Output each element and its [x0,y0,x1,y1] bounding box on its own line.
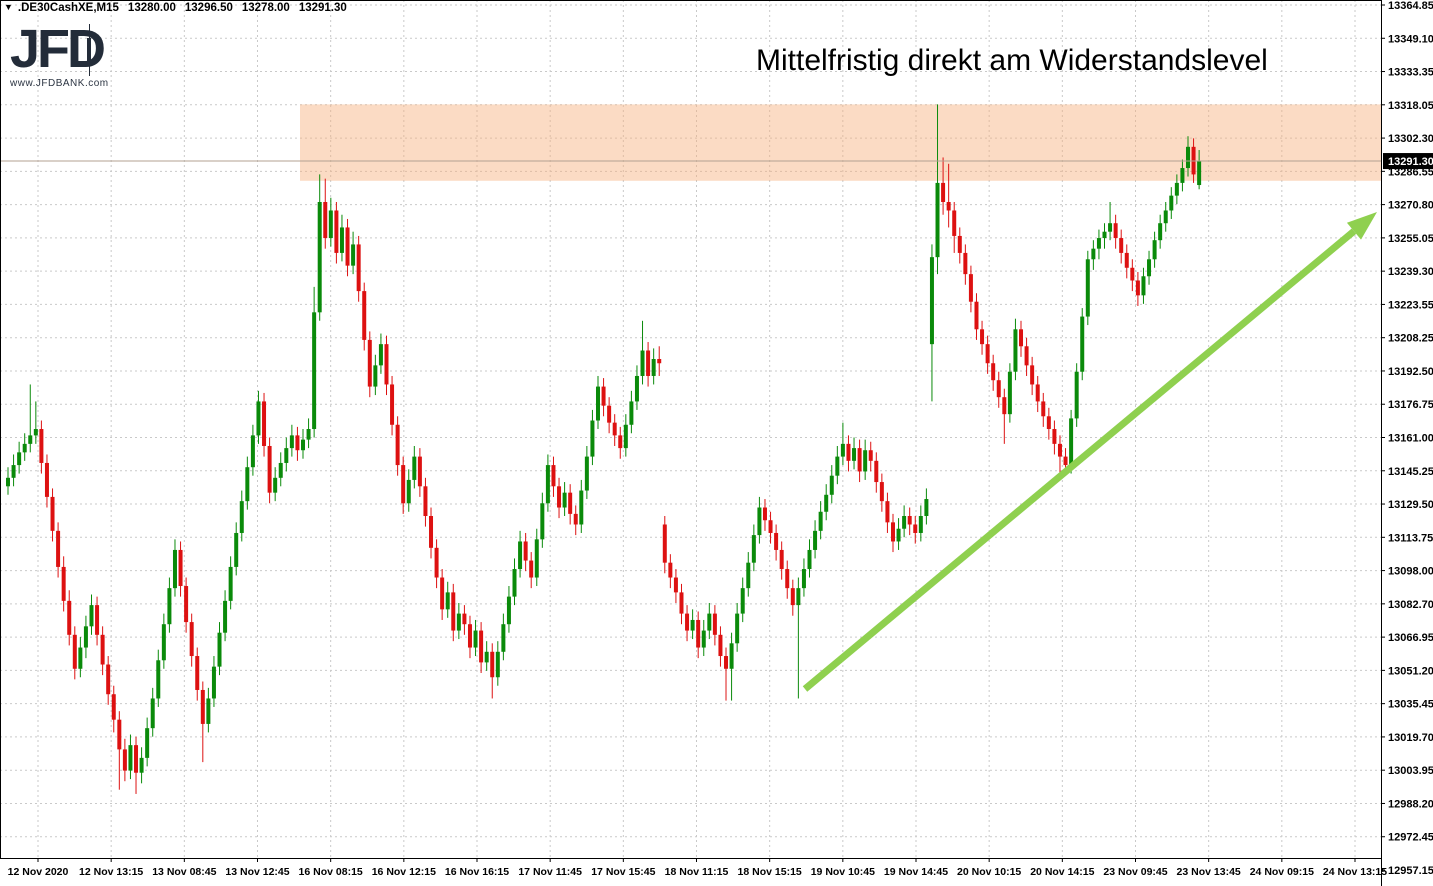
current-price-box: 13291.30 [1383,153,1433,170]
open-value: 13280.00 [127,2,176,14]
svg-text:17 Nov 15:45: 17 Nov 15:45 [591,866,655,878]
svg-text:13 Nov 08:45: 13 Nov 08:45 [152,866,216,878]
svg-text:13051.20: 13051.20 [1388,665,1433,677]
svg-text:13208.25: 13208.25 [1388,333,1433,345]
svg-text:13291.30: 13291.30 [1388,156,1433,168]
high-value: 13296.50 [184,2,233,14]
symbol-info-bar: ▼ .DE30CashXE,M15 13280.00 13296.50 13278.00… [4,2,347,14]
svg-text:13161.00: 13161.00 [1388,433,1433,445]
svg-text:13113.75: 13113.75 [1388,532,1433,544]
svg-text:13 Nov 12:45: 13 Nov 12:45 [225,866,289,878]
chart-annotation-title: Mittelfristig direkt am Widerstandslevel [756,44,1268,77]
svg-text:20 Nov 10:15: 20 Nov 10:15 [957,866,1021,878]
svg-text:13035.45: 13035.45 [1388,699,1433,711]
svg-text:13082.70: 13082.70 [1388,599,1433,611]
svg-text:13003.95: 13003.95 [1388,765,1433,777]
svg-text:12972.45: 12972.45 [1388,832,1433,844]
low-value: 13278.00 [241,2,290,14]
svg-text:13333.35: 13333.35 [1388,67,1433,79]
svg-text:16 Nov 16:15: 16 Nov 16:15 [445,866,509,878]
svg-text:18 Nov 11:15: 18 Nov 11:15 [665,866,729,878]
svg-text:13239.30: 13239.30 [1388,266,1433,278]
svg-text:13176.75: 13176.75 [1388,399,1433,411]
svg-text:13192.50: 13192.50 [1388,366,1433,378]
resistance-zone [300,104,1381,181]
svg-text:13270.80: 13270.80 [1388,200,1433,212]
collapse-indicator-icon[interactable]: ▼ [4,2,13,12]
svg-text:13098.00: 13098.00 [1388,566,1433,578]
svg-text:19 Nov 10:45: 19 Nov 10:45 [811,866,875,878]
svg-text:13302.30: 13302.30 [1388,133,1433,145]
svg-text:12 Nov 13:15: 12 Nov 13:15 [79,866,143,878]
svg-text:19 Nov 14:45: 19 Nov 14:45 [884,866,948,878]
svg-text:16 Nov 12:15: 16 Nov 12:15 [372,866,436,878]
svg-text:12 Nov 2020: 12 Nov 2020 [8,866,69,878]
svg-text:20 Nov 14:15: 20 Nov 14:15 [1030,866,1094,878]
svg-text:12957.15: 12957.15 [1388,865,1433,877]
svg-text:13066.95: 13066.95 [1388,632,1433,644]
svg-text:24 Nov 09:15: 24 Nov 09:15 [1250,866,1314,878]
svg-text:13255.05: 13255.05 [1388,233,1433,245]
svg-text:13145.25: 13145.25 [1388,466,1433,478]
chart-border [0,0,1382,886]
svg-text:24 Nov 13:15: 24 Nov 13:15 [1323,866,1387,878]
svg-text:13223.55: 13223.55 [1388,299,1433,311]
svg-text:13318.05: 13318.05 [1388,100,1433,112]
svg-text:13129.50: 13129.50 [1388,499,1433,511]
logo-candle-icon [87,24,91,76]
jfd-logo-text: JFD [10,19,106,79]
svg-text:13286.55: 13286.55 [1388,166,1433,178]
close-value: 13291.30 [298,2,347,14]
svg-text:23 Nov 09:45: 23 Nov 09:45 [1103,866,1167,878]
jfd-logo: JFD www.JFDBANK.com [10,22,109,89]
symbol-label: .DE30CashXE,M15 [17,2,119,14]
candlestick-series [6,104,1202,794]
svg-text:16 Nov 08:15: 16 Nov 08:15 [299,866,363,878]
svg-text:18 Nov 15:15: 18 Nov 15:15 [738,866,802,878]
svg-text:13349.10: 13349.10 [1388,33,1433,45]
svg-text:12988.20: 12988.20 [1388,798,1433,810]
svg-text:23 Nov 13:45: 23 Nov 13:45 [1177,866,1241,878]
svg-text:17 Nov 11:45: 17 Nov 11:45 [518,866,582,878]
price-axis: 13364.85 13349.10 13333.35 13318.05 13302.30… [1381,0,1433,877]
svg-text:13019.70: 13019.70 [1388,732,1433,744]
jfd-logo-url: www.JFDBANK.com [10,78,109,89]
svg-text:13364.85: 13364.85 [1388,0,1433,12]
time-axis: 12 Nov 2020 12 Nov 13:15 13 Nov 08:45 13 No… [8,858,1387,878]
trend-arrow [802,212,1377,692]
